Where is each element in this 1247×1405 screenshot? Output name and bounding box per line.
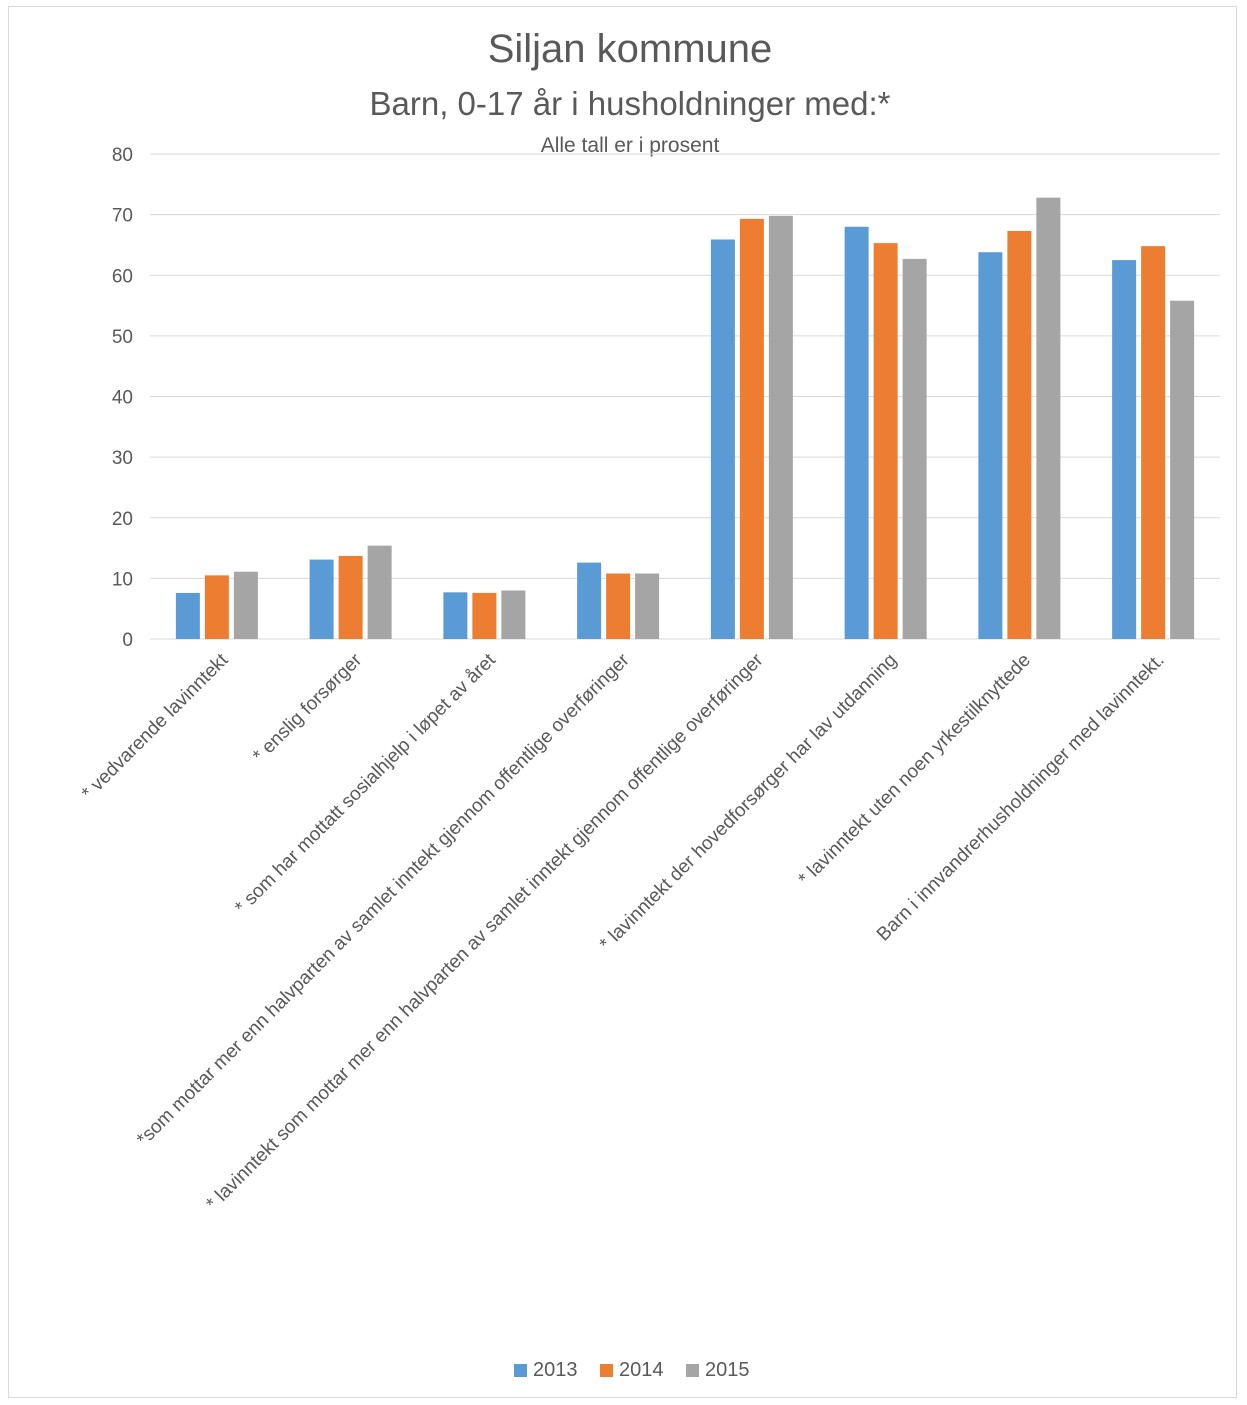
x-category-label: * vedvarende lavinntekt	[78, 649, 233, 804]
y-tick-label: 0	[122, 630, 133, 651]
bar-2014-2	[472, 592, 497, 639]
bar-2015-4	[768, 215, 793, 639]
y-tick-label: 40	[112, 388, 133, 409]
y-tick-label: 70	[112, 206, 133, 227]
x-category-label: *som mottar mer enn halvparten av samlet…	[133, 649, 634, 1150]
bar-2013-4	[710, 239, 735, 639]
bar-2014-7	[1141, 246, 1166, 639]
y-tick-label: 20	[112, 509, 133, 530]
bar-2015-5	[902, 258, 927, 639]
bar-2013-1	[309, 559, 334, 639]
bar-2013-5	[844, 226, 869, 639]
x-category-label: * som har mottatt sosialhjelp i løpet av…	[231, 649, 500, 918]
legend-label: 2013	[533, 1359, 578, 1381]
bar-2013-3	[577, 562, 602, 639]
chart-title: Siljan kommune	[488, 27, 773, 71]
y-tick-label: 10	[112, 569, 133, 590]
legend-swatch-2015	[686, 1364, 699, 1377]
x-category-label: * lavinntekt uten noen yrkestilknyttede	[795, 650, 1035, 890]
bar-2015-7	[1170, 300, 1195, 639]
chart-frame	[8, 6, 1237, 1398]
bar-2013-0	[175, 592, 200, 639]
bar-2015-1	[367, 545, 392, 639]
legend: 2013 2014 2015	[514, 1359, 750, 1381]
bar-2015-2	[501, 590, 526, 639]
chart-subtitle: Barn, 0-17 år i husholdninger med:*	[370, 85, 891, 122]
bars	[175, 197, 1195, 639]
y-axis-ticks: 0 10 20 30 40 50 60 70 80	[112, 145, 133, 651]
bar-2014-1	[338, 555, 363, 639]
bar-2015-3	[635, 573, 660, 639]
category-labels: * vedvarende lavinntekt * enslig forsørge…	[78, 649, 1169, 1214]
bar-2013-2	[443, 592, 468, 639]
x-category-label: * enslig forsørger	[249, 649, 367, 767]
bar-2014-4	[739, 218, 764, 639]
y-tick-label: 80	[112, 145, 133, 166]
legend-label: 2014	[619, 1359, 664, 1381]
y-tick-label: 60	[112, 266, 133, 287]
bar-2014-6	[1007, 230, 1032, 639]
bar-2014-5	[873, 243, 898, 639]
x-category-label: * lavinntekt der hovedforsørger har lav …	[596, 650, 901, 955]
bar-2014-0	[204, 575, 229, 639]
chart-note: Alle tall er i prosent	[541, 134, 720, 157]
legend-swatch-2013	[514, 1364, 527, 1377]
bar-2013-6	[978, 252, 1003, 639]
bar-2014-3	[606, 573, 631, 639]
bar-2015-0	[233, 571, 258, 639]
legend-label: 2015	[705, 1359, 750, 1381]
y-tick-label: 30	[112, 448, 133, 469]
bar-2015-6	[1036, 197, 1061, 639]
legend-swatch-2014	[600, 1364, 613, 1377]
y-tick-label: 50	[112, 327, 133, 348]
x-category-label: Barn i innvandrerhusholdninger med lavin…	[873, 650, 1169, 946]
bar-2013-7	[1112, 260, 1137, 639]
